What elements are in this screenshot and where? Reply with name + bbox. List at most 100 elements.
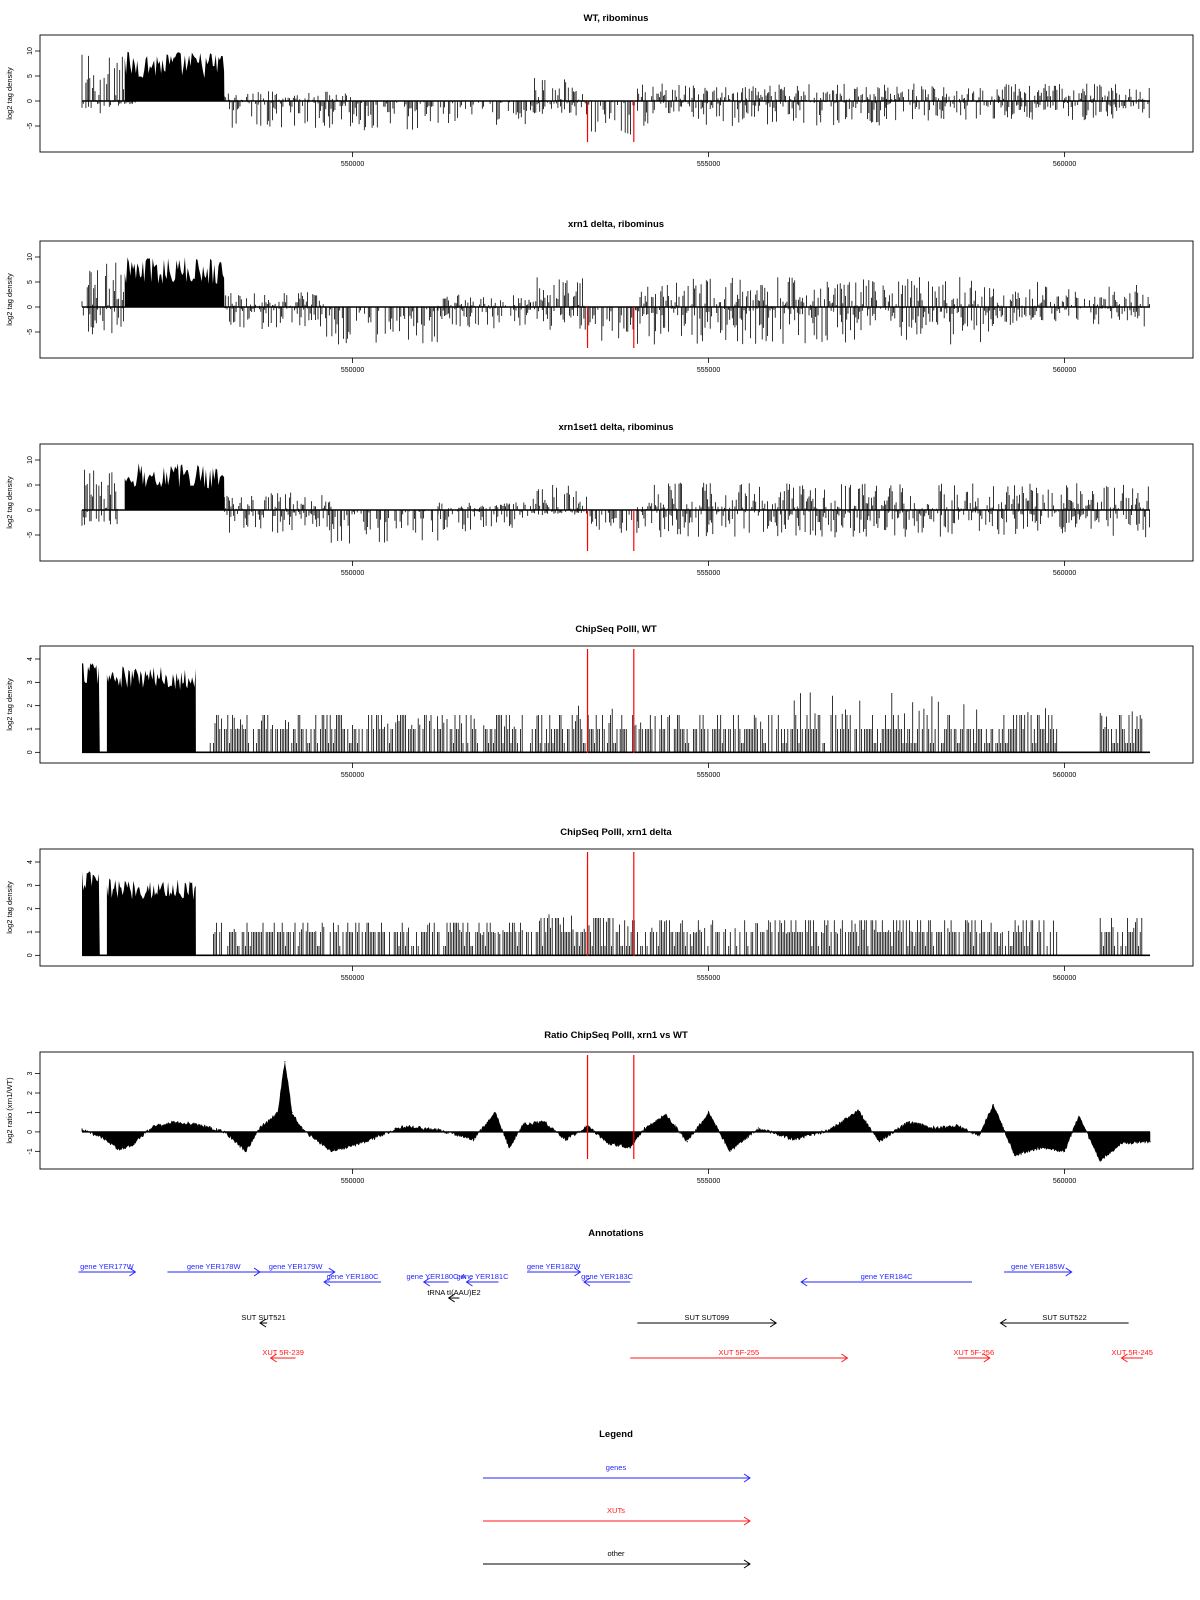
density-bar	[886, 83, 1150, 121]
annotation-feature: gene YER178W	[167, 1262, 261, 1277]
ratio-point	[1063, 1150, 1066, 1152]
ratio-point	[291, 1111, 293, 1114]
legend-items: genes XUTs other	[483, 1463, 751, 1569]
density-bar	[352, 101, 421, 131]
feature-label: XUT 5R-239	[262, 1348, 304, 1357]
ratio-point	[195, 1123, 197, 1125]
density-bar	[622, 715, 779, 753]
y-tick-label: 1	[27, 727, 34, 731]
density-bar	[106, 878, 196, 956]
ratio-point	[957, 1125, 959, 1127]
x-tick-label: 550000	[341, 1178, 364, 1185]
arrow-head	[259, 1318, 267, 1328]
annotations-title: Annotations	[588, 1228, 643, 1239]
x-tick-label: 560000	[1053, 1178, 1076, 1185]
track-panel: ChipSeq PolII, WT log2 tag density 4 3 2 1 0 55…	[5, 624, 1194, 779]
y-tick-label: 2	[27, 704, 34, 708]
ratio-point	[284, 1061, 286, 1063]
density-bar	[437, 502, 531, 532]
density-bar	[106, 666, 196, 753]
ratio-point	[259, 1127, 261, 1129]
density-bar	[124, 463, 225, 510]
annotation-feature: gene YER177W	[78, 1262, 137, 1277]
density-bar	[330, 510, 439, 544]
y-axis-label: log2 tag density	[5, 881, 14, 934]
ratio-point	[686, 1141, 688, 1143]
annotation-feature: SUT SUT099	[637, 1313, 778, 1328]
density-bar	[588, 307, 638, 341]
density-bar	[81, 54, 124, 114]
x-tick-label: 560000	[1053, 161, 1076, 168]
y-axis-label: log2 tag density	[5, 273, 14, 326]
arrow-head	[583, 1277, 591, 1287]
x-tick-label: 555000	[697, 1178, 720, 1185]
y-tick-label: 0	[27, 750, 34, 754]
density-bar	[993, 282, 1150, 327]
x-tick-label: 555000	[697, 570, 720, 577]
ratio-point	[757, 1127, 760, 1129]
arrow-head	[800, 1277, 808, 1287]
y-tick-label: 4	[27, 657, 34, 661]
ratio-point	[330, 1150, 332, 1152]
x-tick-label: 560000	[1053, 772, 1076, 779]
annotation-feature: gene YER180C	[323, 1272, 382, 1287]
panel-title: ChipSeq PolII, xrn1 delta	[560, 827, 672, 838]
arrow-head	[769, 1318, 778, 1328]
density-bar	[124, 51, 225, 101]
legend-label: genes	[606, 1463, 627, 1472]
arrow-head	[269, 1353, 277, 1363]
legend-item: other	[483, 1549, 751, 1569]
density-bar	[224, 492, 332, 533]
x-tick-label: 550000	[341, 975, 364, 982]
track-bars	[81, 51, 1150, 135]
legend: Legend genes XUTs other	[483, 1429, 751, 1569]
feature-label: gene YER182W	[527, 1262, 582, 1271]
x-tick-label: 550000	[341, 161, 364, 168]
x-tick-label: 560000	[1053, 367, 1076, 374]
ratio-point	[102, 1137, 104, 1139]
density-bar	[423, 101, 531, 125]
arrow-head	[999, 1318, 1007, 1328]
track-panel: xrn1 delta, ribominus log2 tag density 10 5…	[5, 219, 1194, 374]
track-panel: Ratio ChipSeq PolII, xrn1 vs WT log2 rati…	[5, 1030, 1194, 1185]
feature-label: gene YER180C-A	[406, 1272, 465, 1281]
ratio-point	[1078, 1115, 1080, 1117]
panel-title: ChipSeq PolII, WT	[575, 624, 656, 635]
legend-label: XUTs	[607, 1506, 625, 1515]
ratio-point	[665, 1113, 667, 1115]
ratio-point	[729, 1150, 731, 1152]
arrow-head	[323, 1277, 331, 1287]
y-axis-label: log2 tag density	[5, 476, 14, 529]
ratio-point	[1099, 1160, 1101, 1162]
density-bar	[526, 914, 623, 956]
feature-label: XUT 5F-255	[718, 1348, 759, 1357]
annotation-feature: gene YER179W	[256, 1262, 336, 1277]
track-bars	[82, 663, 1143, 753]
y-tick-label: 4	[27, 860, 34, 864]
density-bar	[530, 277, 586, 330]
feature-label: XUT 5F-256	[953, 1348, 994, 1357]
ratio-point	[1149, 1141, 1151, 1143]
panel-title: xrn1 delta, ribominus	[568, 219, 664, 230]
feature-label: SUT SUT521	[241, 1313, 285, 1322]
ratio-point	[152, 1125, 154, 1127]
annotations-panel: Annotations gene YER177W gene YER178W gene…	[78, 1228, 1153, 1363]
annotation-feature: gene YER180C-A	[406, 1272, 466, 1287]
ratio-point	[878, 1141, 881, 1143]
ratio-point	[131, 1144, 133, 1147]
density-bar	[325, 307, 438, 345]
arrow-head	[1065, 1267, 1073, 1277]
track-bars	[81, 463, 1150, 544]
y-tick-label: 5	[27, 74, 34, 78]
x-tick-label: 550000	[341, 367, 364, 374]
ratio-point	[935, 1127, 938, 1129]
track-bars	[81, 257, 1150, 345]
y-tick-label: 1	[27, 930, 34, 934]
annotation-feature: gene YER183C	[581, 1272, 634, 1287]
panel-frame	[39, 34, 1194, 153]
x-tick-label: 555000	[697, 772, 720, 779]
ratio-area	[81, 1063, 1151, 1162]
density-bar	[530, 705, 623, 753]
density-bar	[437, 294, 531, 329]
